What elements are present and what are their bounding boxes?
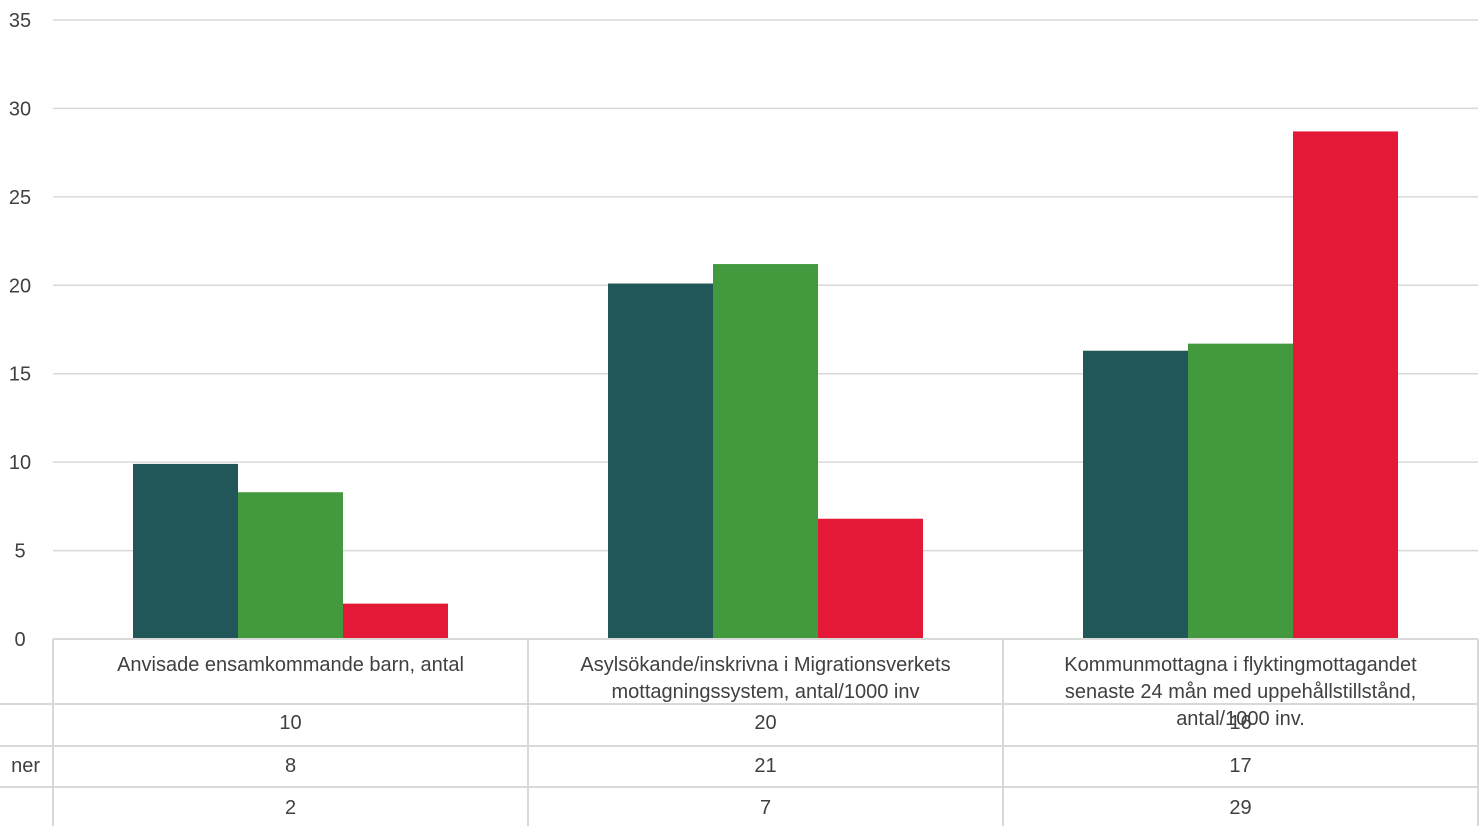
- bar: [608, 283, 713, 639]
- bar: [1293, 131, 1398, 640]
- table-cell-value: 29: [1229, 797, 1251, 819]
- table-cell-value: 16: [1229, 712, 1251, 734]
- y-tick-label: 30: [9, 98, 31, 120]
- bar: [818, 518, 923, 639]
- bar: [133, 463, 238, 639]
- bars: [133, 131, 1398, 640]
- y-tick-label: 35: [9, 10, 31, 32]
- y-tick-label: 25: [9, 187, 31, 209]
- bar: [343, 603, 448, 639]
- row-label: ner: [11, 755, 40, 777]
- y-tick-label: 20: [9, 275, 31, 297]
- bar: [713, 264, 818, 639]
- y-tick-label: 10: [9, 452, 31, 474]
- category-label: Kommunmottagna i flyktingmottagandet sena…: [1064, 654, 1417, 730]
- bar: [238, 492, 343, 639]
- y-tick-label: 5: [14, 541, 25, 563]
- data-table: Anvisade ensamkommande barn, antal Asylsö…: [0, 638, 1479, 826]
- y-axis-ticks: 0 5 10 15 20 25 30 35: [9, 10, 31, 651]
- category-label: Anvisade ensamkommande barn, antal: [117, 654, 464, 676]
- bar: [1188, 343, 1293, 639]
- table-cell-value: 2: [285, 797, 296, 819]
- bar: [1083, 350, 1188, 639]
- table-cell-value: 21: [754, 755, 776, 777]
- y-tick-label: 15: [9, 364, 31, 386]
- category-label: Asylsökande/inskrivna i Migrationsverket…: [580, 654, 950, 703]
- table-cell-value: 10: [279, 712, 301, 734]
- table-cell-value: 17: [1229, 755, 1251, 777]
- table-cell-value: 7: [760, 797, 771, 819]
- table-cell-value: 8: [285, 755, 296, 777]
- y-tick-label: 0: [14, 629, 25, 651]
- table-cell-value: 20: [754, 712, 776, 734]
